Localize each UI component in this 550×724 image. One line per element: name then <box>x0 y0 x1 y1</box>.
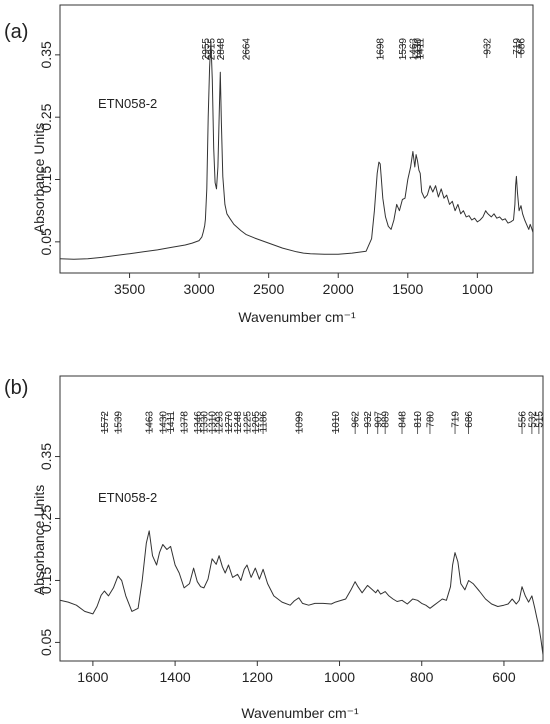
panel-a-x-tick-label: 3000 <box>184 281 215 297</box>
panel-b-peak-label: 1310 <box>208 411 219 434</box>
panel-b-peak-label: 848 <box>398 411 409 428</box>
panel-b-peak-label: 907 <box>373 411 384 428</box>
panel-b-spectrum-line <box>59 530 544 655</box>
panel-b-peak-label: 1463 <box>145 411 156 434</box>
panel-b-x-tick-label: 1600 <box>77 669 108 685</box>
panel-b-peak-label: 1411 <box>166 411 177 433</box>
panel-b-peak-label: 1186 <box>259 411 270 433</box>
panel-b-peak-label: 1539 <box>113 411 124 434</box>
panel-a-x-tick-label: 1000 <box>462 281 493 297</box>
panel-b-peak-label: 1270 <box>224 411 235 434</box>
panel-b-y-tick-label: 0.35 <box>38 443 54 470</box>
panel-a-x-tick-label: 2500 <box>253 281 284 297</box>
panel-b-peak-label: 556 <box>518 411 529 428</box>
panel-b-peak-label: 1430 <box>158 411 169 434</box>
panel-a-peak-label: 1463 <box>408 38 419 61</box>
panel-a-axes: 3500 3000 2500 2000 1500 1000 0.05 0.15 0.25 0.35 <box>38 41 493 297</box>
panel-b-label: (b) <box>4 377 28 399</box>
panel-a-y-tick-label: 0.15 <box>38 166 54 193</box>
panel-a-y-tick-label: 0.05 <box>38 228 54 255</box>
panel-a-spectrum-line <box>59 40 534 260</box>
panel-b-x-tick-label: 1200 <box>242 669 273 685</box>
panel-b-y-tick-label: 0.15 <box>38 567 54 594</box>
panel-b-peak-label: 1099 <box>294 411 305 434</box>
panel-a-peak-label: 2915 <box>206 38 217 61</box>
panel-b-peak-label: 780 <box>425 411 436 428</box>
panel-a-peak-label: 1430 <box>413 38 424 61</box>
panel-a-sample-label: ETN058-2 <box>98 96 157 111</box>
panel-a-peak-label: 2664 <box>241 38 252 61</box>
panel-b-peak-label: 532 <box>527 411 538 428</box>
panel-b-peak-label: 1205 <box>251 411 262 434</box>
panel-b-y-axis-label: Absorbance Units <box>31 485 47 596</box>
panel-a-x-tick-label: 1500 <box>392 281 423 297</box>
panel-b-x-tick-label: 600 <box>492 669 516 685</box>
panel-b-peak-label: 810 <box>413 411 424 428</box>
panel-b: (b) ETN058-2 Absorbance Units Wavenumber… <box>4 375 545 721</box>
panel-b-peak-label: 1572 <box>100 411 111 434</box>
panel-a: (a) ETN058-2 Absorbance Units Wavenumber… <box>4 4 534 325</box>
panel-a-peak-label: 2955 <box>201 38 212 61</box>
panel-b-x-tick-label: 800 <box>410 669 434 685</box>
panel-b-peak-label: 515 <box>534 411 545 428</box>
panel-b-peak-label: 1378 <box>180 411 191 434</box>
panel-a-peak-label: 1539 <box>398 38 409 61</box>
panel-b-peak-label: 1010 <box>331 411 342 434</box>
panel-a-x-tick-label: 2000 <box>323 281 354 297</box>
panel-b-peak-label: 1330 <box>199 411 210 434</box>
panel-b-y-tick-label: 0.25 <box>38 505 54 532</box>
panel-b-y-tick-label: 0.05 <box>38 629 54 656</box>
panel-b-peak-label: 1293 <box>215 411 226 434</box>
panel-b-peak-label: 686 <box>464 411 475 428</box>
panel-a-plot-frame <box>59 4 534 274</box>
panel-b-peak-label: 1225 <box>243 411 254 434</box>
panel-a-peak-label: 686 <box>517 38 528 55</box>
panel-b-peak-label: 719 <box>451 411 462 428</box>
panel-a-y-tick-label: 0.35 <box>38 41 54 68</box>
panel-b-peak-label: 962 <box>351 411 362 428</box>
panel-a-y-tick-label: 0.25 <box>38 103 54 130</box>
panel-b-x-axis-label: Wavenumber cm⁻¹ <box>241 705 359 721</box>
panel-b-x-tick-label: 1400 <box>160 669 191 685</box>
panel-b-peak-label: 1248 <box>233 411 244 434</box>
panel-b-peak-label: 889 <box>381 411 392 428</box>
panel-a-label: (a) <box>4 21 28 43</box>
panel-b-peak-label: 932 <box>363 411 374 428</box>
panel-a-peak-label: 1411 <box>416 38 427 60</box>
panel-a-x-tick-label: 3500 <box>114 281 145 297</box>
panel-a-peak-label: 719 <box>512 38 523 55</box>
panel-b-peak-label: 1346 <box>193 411 204 434</box>
panel-b-axes: 1600 1400 1200 1000 800 600 0.05 0.15 0.25 0.35 <box>38 443 516 685</box>
panel-a-x-axis-label: Wavenumber cm⁻¹ <box>238 309 356 325</box>
panel-a-y-axis-label: Absorbance Units <box>31 123 47 234</box>
panel-a-peak-label: 2848 <box>216 38 227 61</box>
panel-b-sample-label: ETN058-2 <box>98 490 157 505</box>
panel-a-peak-label: 932 <box>482 38 493 55</box>
panel-a-peak-label: 1698 <box>376 38 387 61</box>
panel-b-x-tick-label: 1000 <box>324 669 355 685</box>
